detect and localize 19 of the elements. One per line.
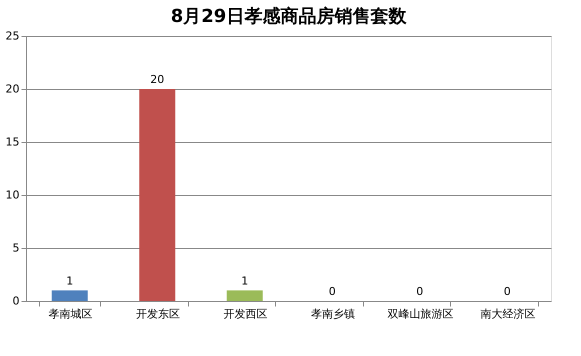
y-tick-label: 25	[6, 30, 20, 42]
data-label: 1	[241, 274, 248, 288]
x-tick-label: 开发东区	[136, 308, 180, 320]
x-tick-label: 孝南乡镇	[310, 308, 355, 320]
data-label: 0	[416, 285, 424, 298]
x-tick-label: 开发西区	[223, 308, 268, 320]
x-tick-label: 孝南城区	[48, 308, 92, 320]
y-tick-label: 5	[12, 242, 20, 254]
data-label: 1	[66, 274, 74, 288]
data-label: 20	[150, 73, 164, 86]
y-tick-label: 20	[6, 82, 20, 96]
y-tick-label: 10	[6, 188, 20, 202]
data-label: 0	[328, 285, 336, 298]
chart-title: 8月29日孝感商品房销售套数	[170, 6, 408, 27]
y-tick-label: 0	[12, 294, 20, 308]
data-label: 0	[504, 285, 511, 298]
x-tick-label: 双峰山旅游区	[387, 308, 454, 320]
x-tick-label: 南大经济区	[480, 308, 536, 320]
y-tick-label: 15	[6, 136, 20, 148]
